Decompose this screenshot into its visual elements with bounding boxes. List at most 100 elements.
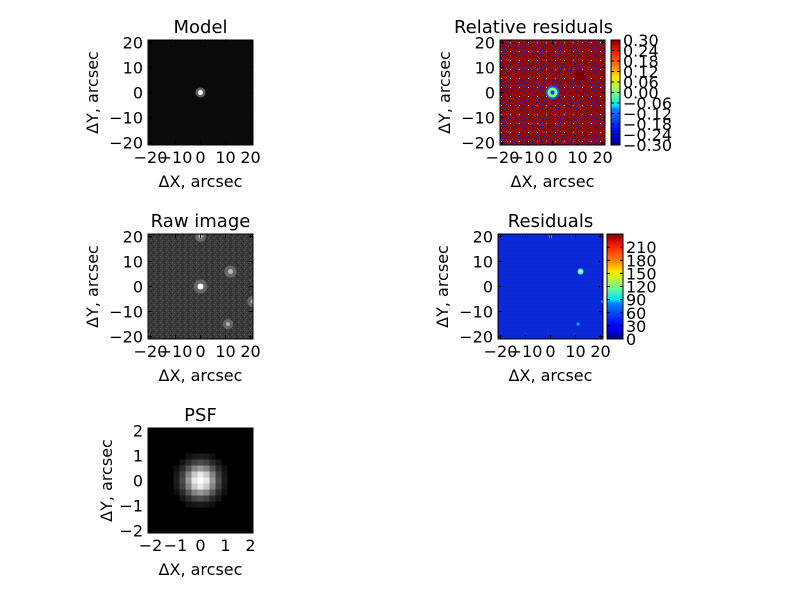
colorbar-tick-label: 120 (626, 278, 657, 297)
y-tick-label: 2 (133, 422, 143, 441)
colorbar-tick-label: 0.00 (623, 84, 659, 103)
psf-pixel (215, 459, 222, 466)
y-tick-label: −2 (119, 522, 143, 541)
relative-residuals-colorbar: 0.300.240.180.120.060.00−0.06−0.12−0.18−… (610, 31, 672, 155)
raw-image-image (148, 234, 253, 339)
psf-pixel (191, 459, 198, 466)
x-axis-label: ΔX, arcsec (511, 172, 595, 191)
x-tick-label: 10 (215, 342, 235, 361)
psf-pixel (197, 489, 204, 496)
x-tick-label: −10 (159, 148, 193, 167)
x-axis-label: ΔX, arcsec (159, 366, 243, 385)
psf-pixel (209, 459, 216, 466)
psf-pixel (191, 501, 198, 508)
y-tick-label: −1 (119, 497, 143, 516)
colorbar-tick-label: 0.06 (623, 73, 659, 92)
y-tick-label: 20 (475, 34, 495, 53)
y-tick-label: 20 (123, 34, 143, 53)
relative-residuals-title: Relative residuals (454, 17, 613, 38)
psf-pixel (191, 471, 198, 478)
colorbar-tick-label: 30 (626, 317, 646, 336)
residuals-title: Residuals (508, 211, 593, 232)
psf-pixel (221, 489, 228, 496)
y-tick-label: −20 (109, 134, 143, 153)
x-tick-label: 2 (245, 536, 255, 555)
psf-pixel (173, 465, 180, 472)
psf-pixel (215, 471, 222, 478)
psf-pixel (185, 459, 192, 466)
colorbar-tick-label: 0.18 (623, 52, 659, 71)
psf-image (148, 428, 253, 533)
x-tick-label: −20 (134, 342, 168, 361)
psf-pixel (179, 459, 186, 466)
x-tick-label: 0 (547, 148, 557, 167)
psf-pixel (191, 495, 198, 502)
x-tick-label: 20 (240, 342, 260, 361)
colorbar-tick-label: 0.30 (623, 31, 659, 50)
psf-pixel (203, 453, 210, 460)
y-tick-label: −10 (109, 303, 143, 322)
x-tick-label: 0 (195, 342, 205, 361)
x-tick-label: −2 (139, 536, 163, 555)
source-peak (226, 322, 230, 326)
psf-pixel (203, 465, 210, 472)
psf-pixel (185, 471, 192, 478)
colorbar-tick-label: −0.24 (623, 126, 672, 145)
psf-pixel (191, 453, 198, 460)
y-tick-label: −20 (109, 328, 143, 347)
psf-pixel (221, 483, 228, 490)
x-tick-label: −10 (509, 342, 543, 361)
psf-pixel (209, 501, 216, 508)
x-tick-label: 20 (592, 148, 612, 167)
psf-pixel (185, 477, 192, 484)
psf-title: PSF (184, 405, 217, 426)
colorbar-tick-label: −0.18 (623, 115, 672, 134)
psf-pixel (203, 471, 210, 478)
psf-pixel (221, 471, 228, 478)
psf-pixel (215, 477, 222, 484)
x-axis-label: ΔX, arcsec (509, 366, 593, 385)
x-tick-label: 20 (590, 342, 610, 361)
source-peak (250, 299, 253, 304)
relative-residuals-image (500, 40, 605, 145)
x-tick-label: −10 (159, 342, 193, 361)
colorbar-tick-label: 90 (626, 291, 646, 310)
psf-pixel (179, 471, 186, 478)
psf-pixel (197, 453, 204, 460)
y-tick-label: 20 (473, 228, 493, 247)
feature-center (550, 90, 555, 95)
psf-pixel (221, 465, 228, 472)
x-tick-label: 20 (240, 148, 260, 167)
x-tick-label: 0 (545, 342, 555, 361)
colorbar-tick-label: 60 (626, 304, 646, 323)
y-tick-label: 0 (133, 472, 143, 491)
psf-pixel (179, 465, 186, 472)
y-tick-label: 20 (123, 228, 143, 247)
psf-pixel (203, 495, 210, 502)
x-axis-label: ΔX, arcsec (159, 172, 243, 191)
psf-pixel (197, 501, 204, 508)
feature-point (576, 322, 580, 326)
psf-pixel (197, 483, 204, 490)
x-tick-label: −20 (486, 148, 520, 167)
source-peak (228, 269, 233, 274)
psf-pixel (173, 489, 180, 496)
y-tick-label: 10 (475, 59, 495, 78)
psf-pixel (179, 495, 186, 502)
residuals-image (498, 234, 603, 339)
y-tick-label: 1 (133, 447, 143, 466)
image-background (498, 234, 603, 339)
x-tick-label: 10 (215, 148, 235, 167)
psf-pixel (191, 489, 198, 496)
y-axis-label: ΔY, arcsec (83, 245, 102, 328)
y-tick-label: −10 (109, 109, 143, 128)
x-tick-label: 1 (220, 536, 230, 555)
psf-pixel (185, 501, 192, 508)
psf-pixel (209, 477, 216, 484)
raw-image-title: Raw image (151, 211, 251, 232)
psf-pixel (215, 495, 222, 502)
x-tick-label: 10 (567, 148, 587, 167)
